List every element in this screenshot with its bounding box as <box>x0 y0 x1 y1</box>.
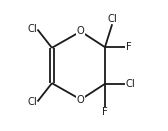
Text: O: O <box>77 95 85 105</box>
Text: Cl: Cl <box>126 79 136 89</box>
Text: Cl: Cl <box>27 24 37 34</box>
Text: F: F <box>102 107 108 117</box>
Text: F: F <box>126 42 132 52</box>
Text: Cl: Cl <box>107 14 117 24</box>
Text: O: O <box>77 26 85 36</box>
Text: Cl: Cl <box>27 97 37 107</box>
